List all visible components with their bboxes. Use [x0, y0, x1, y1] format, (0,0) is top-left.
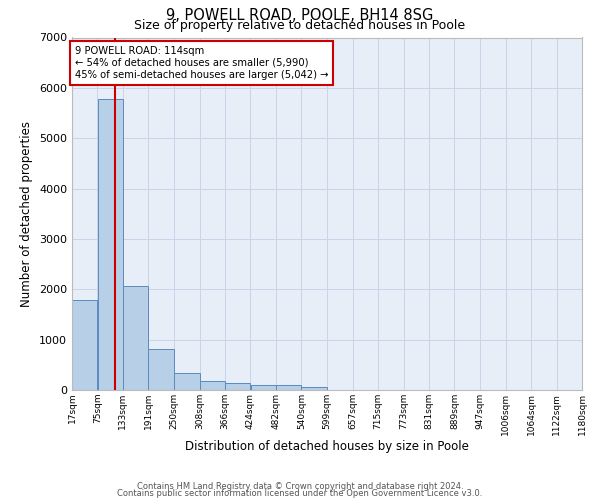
Bar: [301, 386, 327, 390]
Bar: [276, 385, 301, 390]
Text: Size of property relative to detached houses in Poole: Size of property relative to detached ho…: [134, 19, 466, 32]
Text: 9, POWELL ROAD, POOLE, BH14 8SG: 9, POWELL ROAD, POOLE, BH14 8SG: [166, 8, 434, 22]
Bar: [123, 286, 148, 390]
Bar: [174, 373, 199, 390]
Text: Contains public sector information licensed under the Open Government Licence v3: Contains public sector information licen…: [118, 489, 482, 498]
Text: Contains HM Land Registry data © Crown copyright and database right 2024.: Contains HM Land Registry data © Crown c…: [137, 482, 463, 491]
Bar: [98, 99, 123, 390]
X-axis label: Distribution of detached houses by size in Poole: Distribution of detached houses by size …: [185, 440, 469, 454]
Bar: [251, 384, 276, 390]
Y-axis label: Number of detached properties: Number of detached properties: [20, 120, 34, 306]
Bar: [148, 348, 174, 390]
Bar: [72, 300, 97, 390]
Text: 9 POWELL ROAD: 114sqm
← 54% of detached houses are smaller (5,990)
45% of semi-d: 9 POWELL ROAD: 114sqm ← 54% of detached …: [74, 46, 328, 80]
Bar: [200, 380, 225, 390]
Bar: [225, 384, 250, 390]
